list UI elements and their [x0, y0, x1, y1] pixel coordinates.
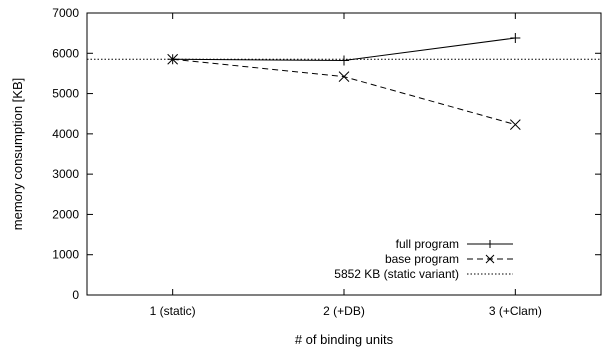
x-tick-label: 3 (+Clam) [489, 304, 542, 318]
data-point-base-program [509, 119, 521, 130]
y-tick-label: 0 [72, 288, 79, 302]
y-tick-label: 1000 [52, 248, 79, 262]
x-tick-label: 2 (+DB) [323, 304, 365, 318]
data-point-full-program [339, 55, 349, 66]
y-tick-label: 6000 [52, 46, 79, 60]
x-tick-label: 1 (static) [150, 304, 196, 318]
plot-frame [86, 12, 602, 296]
x-axis-ticks: 1 (static) 2 (+DB) 3 (+Clam) [150, 13, 542, 318]
y-tick-label: 4000 [52, 127, 79, 141]
data-point-full-program [510, 32, 521, 43]
series-markers [167, 32, 521, 130]
data-point-base-program [338, 71, 350, 83]
legend-label: 5852 KB (static variant) [334, 267, 459, 281]
y-tick-label: 2000 [52, 207, 79, 221]
x-axis-label: # of binding units [295, 332, 394, 347]
legend-marker [485, 254, 495, 264]
y-axis-ticks: 0 1000 2000 3000 4000 5000 6000 7000 [52, 6, 601, 302]
y-tick-label: 7000 [52, 6, 79, 20]
legend-label: full program [396, 237, 459, 251]
y-tick-label: 3000 [52, 167, 79, 181]
data-point-base-program [167, 53, 179, 65]
legend-label: base program [385, 252, 459, 266]
y-axis-label: memory consumption [KB] [10, 78, 25, 230]
y-tick-label: 5000 [52, 87, 79, 101]
series-line-base-program [172, 58, 516, 126]
series-lines [172, 37, 516, 126]
legend-marker [486, 240, 494, 248]
